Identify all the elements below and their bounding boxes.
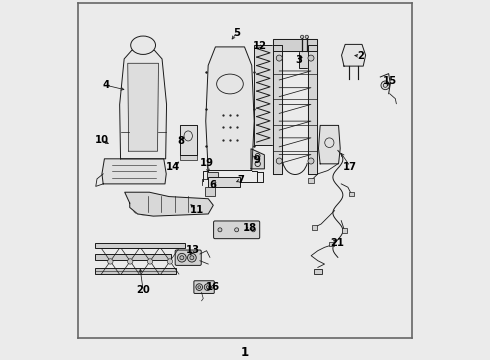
Ellipse shape (131, 36, 155, 54)
Circle shape (147, 259, 153, 264)
Text: 7: 7 (238, 175, 245, 185)
Polygon shape (251, 149, 265, 169)
Polygon shape (342, 44, 366, 66)
FancyBboxPatch shape (175, 250, 201, 265)
Text: 12: 12 (253, 41, 267, 51)
Polygon shape (206, 47, 254, 171)
Text: 9: 9 (253, 155, 260, 165)
Circle shape (204, 284, 211, 291)
Text: 14: 14 (166, 162, 180, 171)
Circle shape (196, 284, 202, 291)
Circle shape (251, 228, 255, 232)
Circle shape (190, 256, 194, 260)
Bar (207, 172, 218, 179)
Polygon shape (308, 45, 317, 174)
Bar (328, 242, 334, 246)
Circle shape (167, 259, 172, 264)
Polygon shape (318, 125, 340, 164)
Bar (180, 156, 196, 161)
Bar (205, 187, 215, 195)
Polygon shape (180, 125, 196, 156)
Bar (95, 243, 185, 248)
Text: 21: 21 (330, 238, 344, 248)
Bar (208, 177, 240, 187)
Polygon shape (273, 45, 282, 174)
Circle shape (188, 253, 196, 262)
Circle shape (127, 259, 133, 264)
Circle shape (276, 158, 282, 164)
Bar (95, 267, 176, 274)
Circle shape (305, 35, 309, 39)
Circle shape (276, 55, 282, 61)
Polygon shape (102, 159, 166, 184)
FancyBboxPatch shape (214, 221, 260, 239)
Polygon shape (273, 39, 317, 51)
Circle shape (381, 81, 390, 90)
Text: 5: 5 (233, 28, 240, 38)
Text: 6: 6 (210, 180, 217, 190)
Text: 11: 11 (190, 205, 204, 215)
Text: 4: 4 (103, 80, 110, 90)
Polygon shape (128, 63, 158, 151)
Circle shape (308, 55, 314, 61)
Text: 20: 20 (136, 285, 150, 295)
Text: 8: 8 (177, 136, 184, 146)
Circle shape (108, 259, 113, 264)
Bar (348, 192, 354, 196)
Circle shape (218, 228, 222, 232)
Text: 2: 2 (357, 51, 364, 61)
Text: 18: 18 (243, 223, 257, 233)
Bar (315, 269, 322, 274)
Circle shape (308, 158, 314, 164)
Polygon shape (125, 192, 213, 216)
Circle shape (300, 35, 304, 39)
Circle shape (235, 228, 239, 232)
Text: 16: 16 (206, 282, 220, 292)
Circle shape (177, 253, 186, 262)
Text: 13: 13 (186, 245, 200, 255)
Polygon shape (120, 50, 167, 159)
Bar (254, 45, 273, 145)
Text: 17: 17 (343, 162, 357, 171)
Bar (95, 255, 172, 260)
Text: 15: 15 (383, 76, 397, 86)
Text: 10: 10 (95, 135, 109, 145)
Bar (309, 178, 314, 183)
Bar (342, 228, 347, 233)
Bar (299, 51, 310, 68)
Text: 1: 1 (241, 346, 249, 359)
FancyBboxPatch shape (194, 281, 214, 293)
Text: 3: 3 (295, 55, 302, 64)
Bar (312, 225, 317, 230)
Text: 19: 19 (199, 158, 214, 168)
Circle shape (180, 256, 184, 260)
